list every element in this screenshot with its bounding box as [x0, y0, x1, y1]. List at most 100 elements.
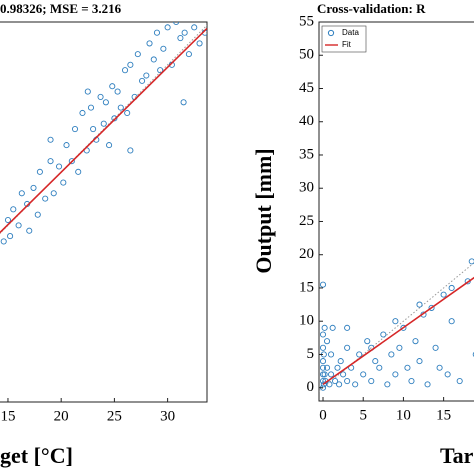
data-point [34, 211, 41, 218]
data-point [468, 258, 474, 265]
data-point [4, 216, 12, 224]
data-point [196, 40, 203, 47]
y-tick-label: 35 [299, 146, 314, 162]
data-point [114, 88, 121, 95]
data-point [416, 358, 423, 365]
legend-label: Fit [342, 40, 352, 49]
data-point [36, 168, 43, 175]
x-tick-label: 5 [359, 407, 367, 423]
data-point [344, 324, 351, 331]
data-point [388, 351, 395, 358]
y-tick-label: 50 [299, 47, 314, 63]
data-point [47, 136, 54, 143]
x-tick-label: 0 [319, 407, 327, 423]
data-point [432, 344, 439, 351]
data-point [63, 142, 70, 149]
data-point [75, 168, 82, 175]
data-point [102, 99, 109, 106]
data-point [180, 99, 187, 106]
legend-swatch [327, 29, 335, 37]
x-axis-label: Tar [440, 443, 474, 468]
data-point [97, 93, 104, 100]
data-point [408, 378, 415, 385]
data-point [319, 344, 327, 351]
data-point [319, 364, 327, 371]
data-point [117, 104, 124, 111]
data-point [337, 358, 344, 365]
chart-title: Cross-validation: R [317, 1, 426, 16]
data-point [121, 67, 129, 74]
data-point [384, 381, 391, 388]
data-point [160, 45, 167, 52]
data-point [84, 88, 91, 95]
data-point [56, 163, 63, 170]
data-point [26, 227, 33, 234]
data-point [109, 83, 116, 90]
data-point [472, 351, 474, 357]
data-point [368, 378, 375, 385]
data-point [376, 364, 383, 371]
data-point [448, 318, 455, 325]
chart-title: 0.98326; MSE = 3.216 [0, 1, 122, 16]
data-point [150, 56, 157, 63]
data-point [100, 120, 107, 127]
data-point [328, 351, 335, 358]
data-point [124, 109, 131, 117]
y-tick-label: 25 [299, 213, 314, 229]
data-point [191, 24, 198, 31]
data-point [60, 179, 67, 186]
legend [321, 25, 367, 53]
data-point [143, 72, 150, 79]
data-point [444, 371, 451, 378]
data-point [336, 381, 343, 388]
data-point [344, 344, 351, 351]
data-point [321, 324, 328, 331]
data-point [181, 29, 188, 36]
y-tick-label: 10 [299, 313, 314, 329]
data-point [90, 125, 97, 133]
data-point [173, 22, 180, 26]
data-point [404, 364, 411, 371]
plot-area [0, 21, 208, 403]
data-point [352, 381, 359, 388]
data-point [323, 364, 331, 371]
data-point [319, 358, 327, 365]
data-point [440, 291, 447, 298]
data-point [412, 338, 419, 345]
fit-line [0, 27, 207, 234]
data-point [380, 331, 387, 338]
x-axis-label: get [°C] [0, 443, 73, 468]
x-tick-label: 25 [107, 408, 122, 424]
x-tick-label: 30 [160, 408, 175, 424]
data-point [15, 222, 22, 229]
data-point [416, 301, 423, 308]
data-point [18, 190, 25, 197]
data-point [319, 331, 327, 338]
data-point [464, 278, 471, 285]
data-point [185, 51, 192, 58]
data-point [10, 206, 17, 213]
data-point [326, 381, 333, 388]
data-point [436, 364, 443, 371]
x-tick-label: 15 [436, 407, 451, 423]
data-point [456, 378, 463, 385]
data-point [127, 61, 134, 68]
data-point [319, 281, 327, 288]
data-point [71, 125, 79, 133]
y-tick-label: 20 [299, 246, 314, 262]
data-point [177, 35, 184, 42]
fit-line [322, 276, 474, 386]
x-tick-label: 15 [0, 408, 15, 424]
data-point [332, 378, 339, 385]
data-point [428, 304, 435, 311]
y-tick-label: 55 [299, 13, 314, 29]
y-tick-label: 15 [299, 279, 314, 295]
data-point [157, 67, 164, 74]
plot-content [0, 22, 207, 245]
y-tick-label: 45 [299, 80, 314, 96]
y-tick-label: 30 [299, 180, 314, 196]
data-point [319, 371, 327, 378]
y-tick-label: 40 [299, 113, 314, 129]
data-point [340, 371, 347, 378]
y-tick-label: 0 [307, 379, 315, 395]
